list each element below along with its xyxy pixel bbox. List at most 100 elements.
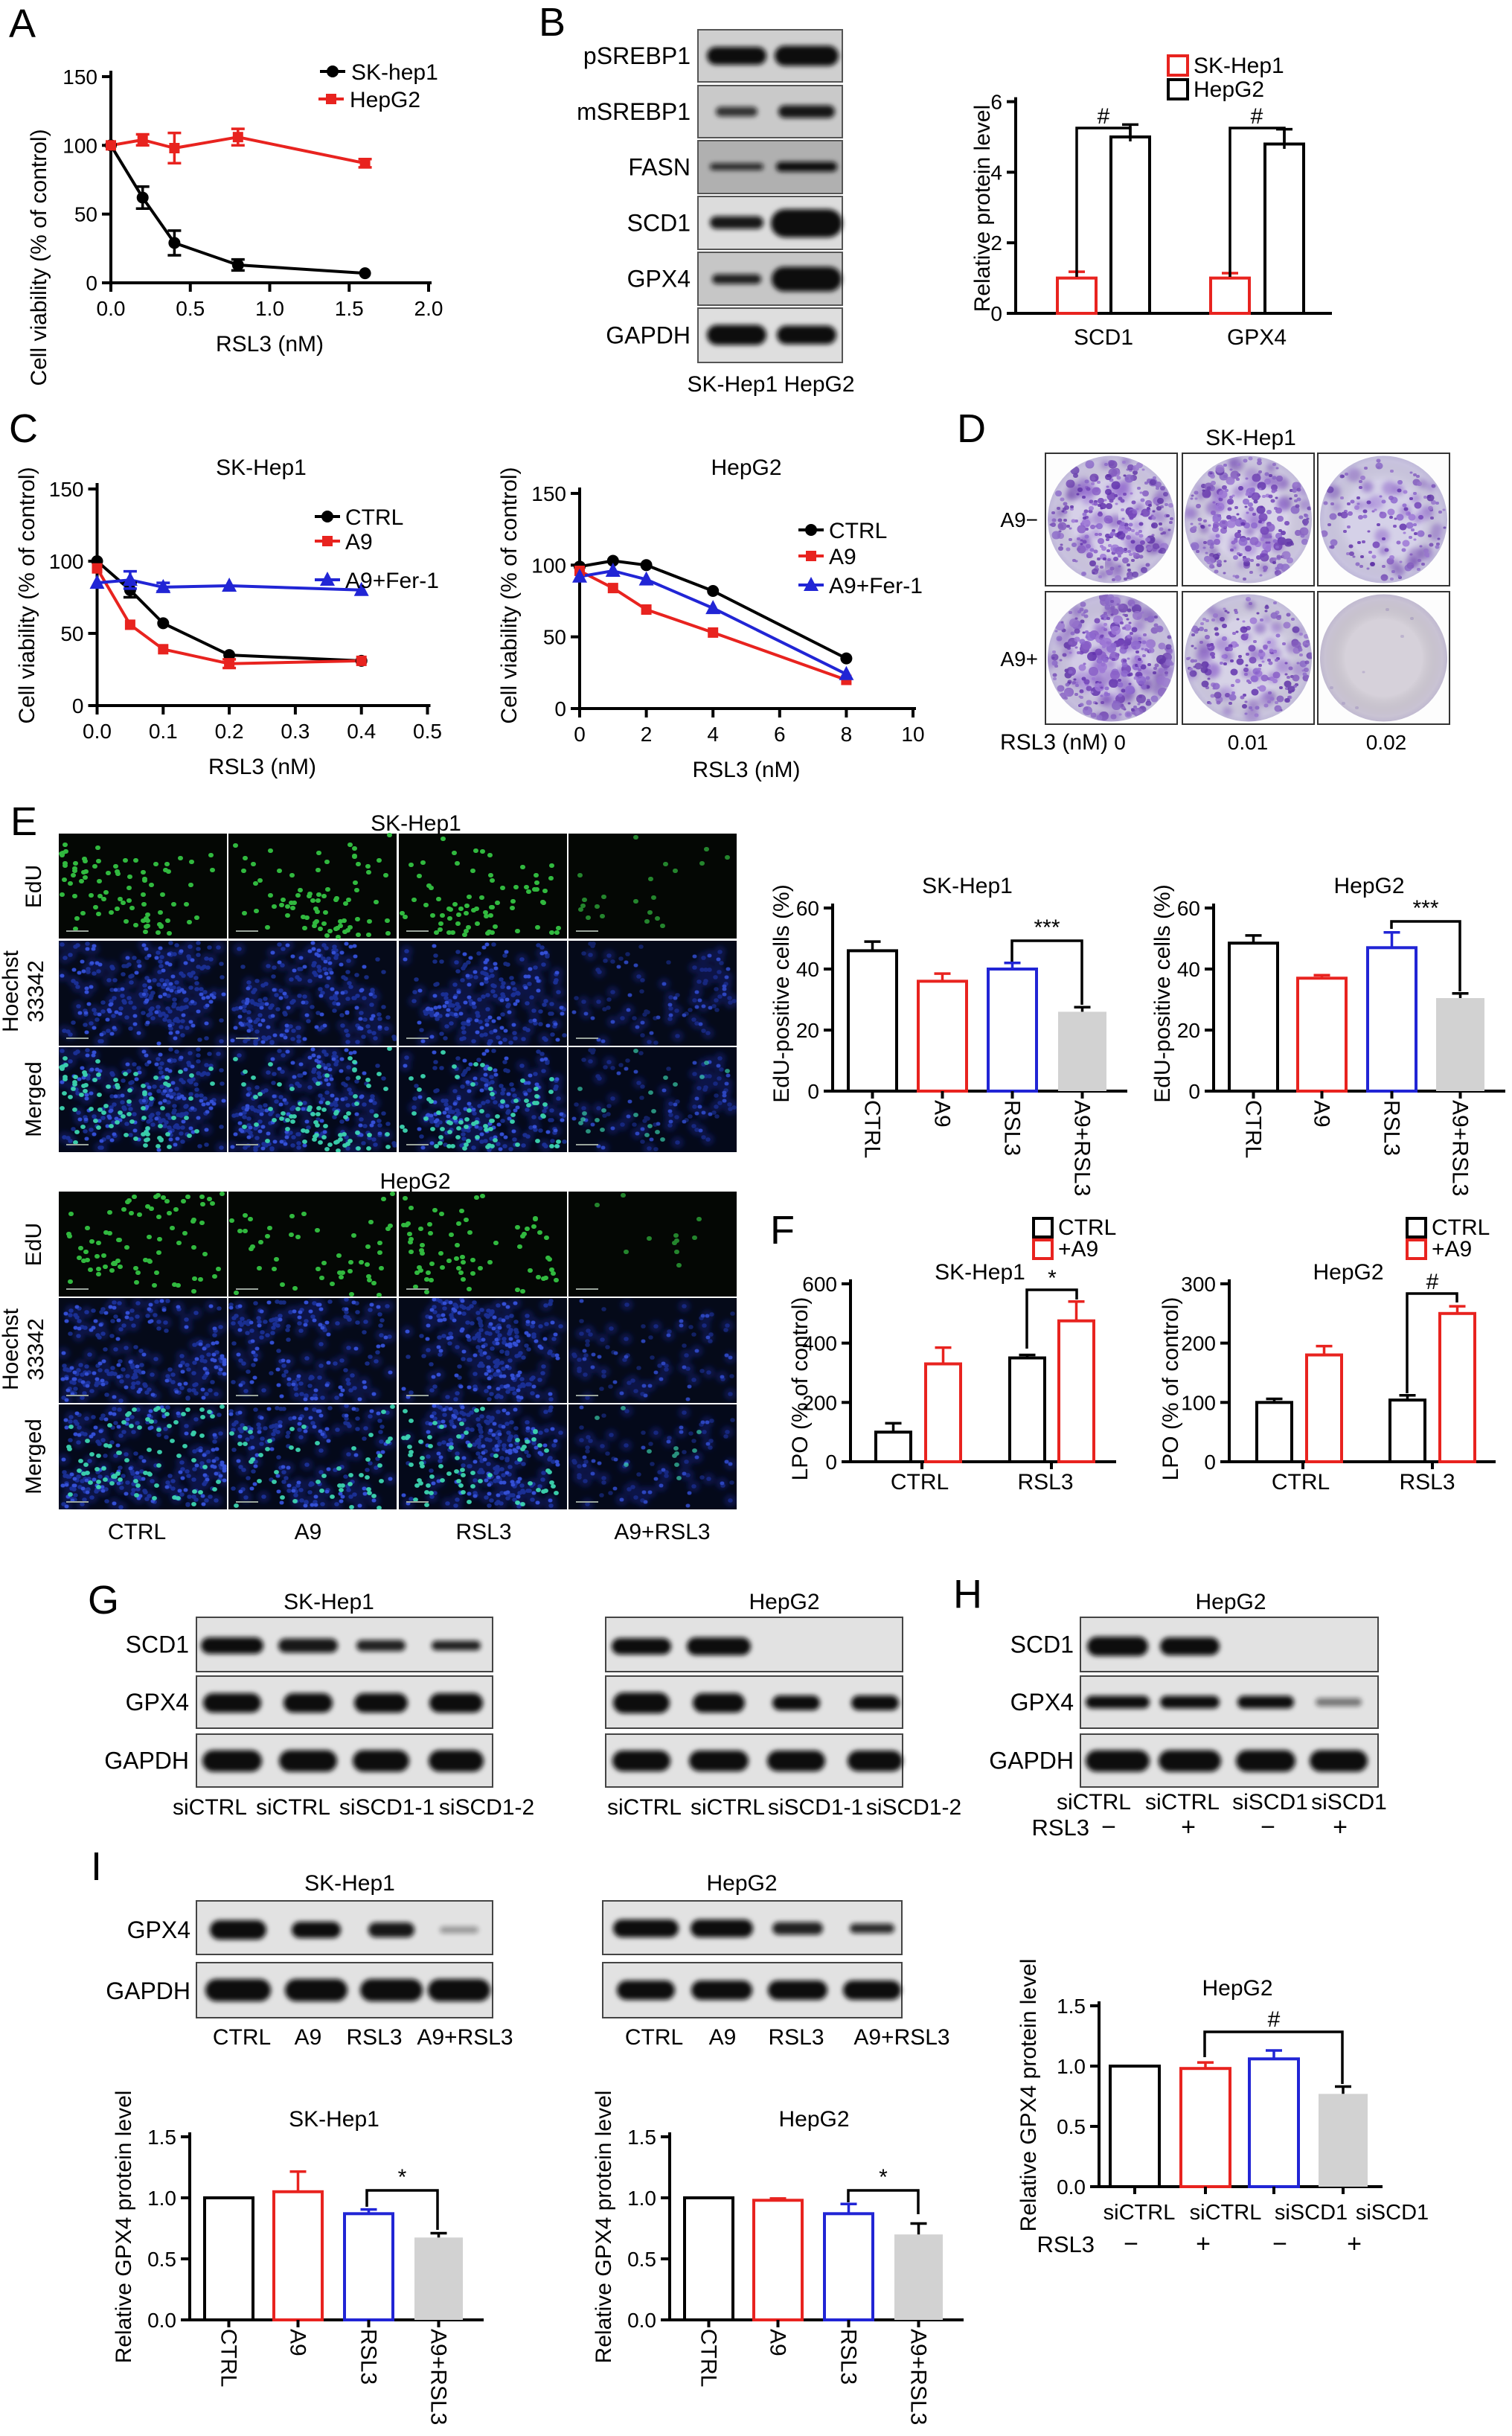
svg-text:Cell viability (% of control): Cell viability (% of control) [27, 129, 51, 386]
svg-text:GPX4: GPX4 [1227, 325, 1287, 350]
svg-text:LPO (% of control): LPO (% of control) [1159, 1297, 1183, 1481]
svg-text:4: 4 [707, 723, 719, 746]
svg-text:0.2: 0.2 [215, 720, 244, 743]
svg-text:siSCD1: siSCD1 [1311, 1790, 1387, 1815]
svg-text:60: 60 [796, 897, 819, 920]
svg-text:Cell viability (% of control): Cell viability (% of control) [15, 467, 39, 723]
svg-text:Hoechst: Hoechst [0, 950, 23, 1032]
svg-text:+: + [1347, 2230, 1362, 2258]
svg-text:10: 10 [901, 723, 924, 746]
svg-text:RSL3 (nM): RSL3 (nM) [1000, 730, 1108, 755]
svg-text:HepG2: HepG2 [778, 2107, 849, 2132]
svg-text:400: 400 [802, 1332, 837, 1355]
svg-text:Relative GPX4 protein level: Relative GPX4 protein level [1016, 1959, 1041, 2232]
svg-text:A9+Fer-1: A9+Fer-1 [829, 574, 923, 598]
svg-text:C: C [9, 406, 38, 451]
svg-text:HepG2: HepG2 [1202, 1976, 1272, 2001]
svg-text:A9+RSL3: A9+RSL3 [614, 1520, 710, 1544]
svg-text:A9+RSL3: A9+RSL3 [1448, 1100, 1473, 1196]
svg-text:20: 20 [796, 1019, 819, 1042]
svg-text:siSCD1: siSCD1 [1356, 2201, 1429, 2225]
svg-text:Hoechst: Hoechst [0, 1308, 23, 1390]
svg-text:Relative protein level: Relative protein level [970, 105, 995, 312]
svg-text:A9+RSL3: A9+RSL3 [1070, 1100, 1095, 1196]
svg-text:*: * [879, 2165, 888, 2190]
svg-text:EdU: EdU [22, 865, 46, 908]
svg-text:Relative GPX4 protein level: Relative GPX4 protein level [112, 2091, 136, 2364]
svg-text:+A9: +A9 [1432, 1237, 1472, 1262]
svg-text:50: 50 [74, 203, 97, 226]
svg-text:siCTRL: siCTRL [1190, 2201, 1262, 2225]
svg-text:0: 0 [72, 694, 84, 717]
svg-text:mSREBP1: mSREBP1 [577, 98, 691, 125]
svg-text:A9: A9 [1310, 1100, 1334, 1128]
svg-text:0.4: 0.4 [347, 720, 376, 743]
svg-text:0.3: 0.3 [281, 720, 310, 743]
svg-text:CTRL: CTRL [213, 2025, 271, 2050]
svg-text:HepG2: HepG2 [749, 1590, 819, 1614]
svg-text:SK-Hep1: SK-Hep1 [922, 874, 1013, 898]
svg-text:0: 0 [1188, 1080, 1200, 1103]
svg-text:GAPDH: GAPDH [606, 322, 691, 349]
svg-text:siSCD1-2: siSCD1-2 [866, 1795, 961, 1820]
svg-text:RSL3: RSL3 [1031, 1815, 1089, 1841]
svg-text:A9+: A9+ [1000, 648, 1038, 671]
svg-text:A9+RSL3: A9+RSL3 [417, 2025, 513, 2050]
svg-text:HepG2: HepG2 [711, 455, 781, 480]
svg-text:1.0: 1.0 [255, 297, 284, 320]
svg-text:EdU-positive cells (%): EdU-positive cells (%) [1150, 884, 1175, 1102]
svg-text:SK-Hep1: SK-Hep1 [284, 1590, 374, 1614]
svg-text:SK-Hep1: SK-Hep1 [371, 811, 461, 836]
svg-text:#: # [1098, 104, 1110, 129]
svg-text:RSL3 (nM): RSL3 (nM) [216, 332, 324, 357]
svg-text:150: 150 [531, 482, 566, 505]
svg-text:RSL3: RSL3 [1017, 1470, 1073, 1494]
svg-text:A: A [9, 1, 36, 46]
svg-text:SK-hep1: SK-hep1 [351, 60, 438, 85]
svg-text:SK-Hep1: SK-Hep1 [1205, 426, 1296, 450]
svg-text:0.0: 0.0 [83, 720, 112, 743]
svg-text:*: * [398, 2165, 407, 2190]
svg-text:1.0: 1.0 [147, 2187, 176, 2210]
svg-text:CTRL: CTRL [696, 2329, 721, 2387]
svg-text:siSCD1: siSCD1 [1275, 2201, 1348, 2225]
svg-text:siCTRL: siCTRL [173, 1795, 247, 1820]
svg-text:−: − [1124, 2230, 1138, 2258]
svg-text:1.5: 1.5 [627, 2126, 656, 2149]
svg-text:6: 6 [990, 91, 1002, 114]
svg-text:100: 100 [49, 550, 84, 573]
svg-text:2: 2 [990, 231, 1002, 255]
svg-text:A9: A9 [930, 1100, 955, 1128]
svg-text:RSL3: RSL3 [1000, 1100, 1025, 1156]
svg-text:−: − [1260, 1813, 1275, 1841]
svg-text:SK-Hep1: SK-Hep1 [216, 455, 307, 480]
svg-text:1.5: 1.5 [147, 2126, 176, 2149]
svg-text:*: * [1048, 1266, 1057, 1291]
svg-text:4: 4 [990, 161, 1002, 184]
svg-text:50: 50 [60, 622, 83, 645]
svg-text:6: 6 [774, 723, 786, 746]
svg-text:RSL3: RSL3 [1380, 1100, 1404, 1156]
svg-text:#: # [1426, 1270, 1439, 1294]
svg-text:siCTRL: siCTRL [1057, 1790, 1131, 1815]
svg-text:20: 20 [1177, 1019, 1200, 1042]
svg-text:150: 150 [49, 478, 84, 501]
svg-text:0.02: 0.02 [1366, 731, 1407, 754]
svg-text:SK-Hep1: SK-Hep1 [304, 1871, 395, 1896]
svg-text:pSREBP1: pSREBP1 [583, 42, 691, 69]
svg-text:200: 200 [802, 1391, 837, 1414]
svg-text:0.5: 0.5 [176, 297, 205, 320]
svg-text:E: E [10, 799, 37, 844]
svg-text:1.5: 1.5 [335, 297, 364, 320]
svg-text:SK-Hep1: SK-Hep1 [289, 2107, 379, 2132]
svg-text:H: H [953, 1572, 982, 1617]
svg-text:0.0: 0.0 [97, 297, 126, 320]
svg-text:300: 300 [1181, 1273, 1216, 1296]
svg-text:F: F [770, 1208, 795, 1253]
svg-text:100: 100 [531, 554, 566, 577]
svg-text:33342: 33342 [24, 960, 48, 1022]
svg-text:CTRL: CTRL [345, 505, 403, 530]
svg-text:600: 600 [802, 1273, 837, 1296]
svg-text:siCTRL: siCTRL [1145, 1790, 1220, 1815]
svg-text:siSCD1-2: siSCD1-2 [439, 1795, 534, 1820]
